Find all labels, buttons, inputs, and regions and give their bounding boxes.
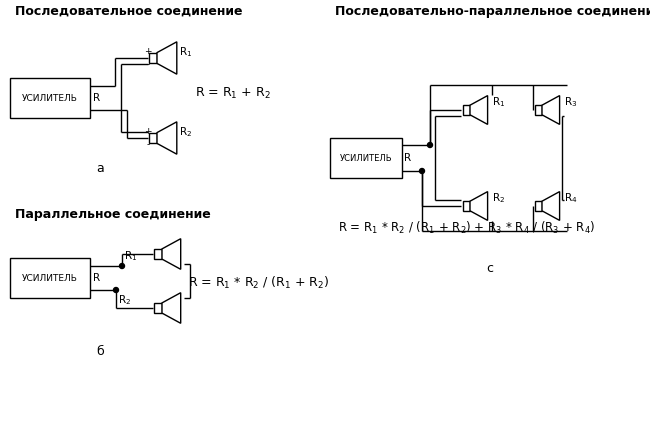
- Text: R$_4$: R$_4$: [564, 191, 577, 205]
- Text: УСИЛИТЕЛЬ: УСИЛИТЕЛЬ: [22, 274, 78, 283]
- Polygon shape: [162, 239, 181, 269]
- Text: +: +: [144, 47, 151, 55]
- Circle shape: [120, 264, 125, 269]
- Text: УСИЛИТЕЛЬ: УСИЛИТЕЛЬ: [340, 154, 393, 162]
- Text: R$_3$: R$_3$: [564, 95, 577, 109]
- Text: R$_1$: R$_1$: [492, 95, 505, 109]
- Text: а: а: [96, 162, 104, 175]
- Text: с: с: [486, 261, 493, 275]
- Text: R$_1$: R$_1$: [179, 45, 192, 59]
- Bar: [463, 105, 470, 115]
- Text: б: б: [96, 344, 104, 357]
- Bar: [149, 132, 157, 143]
- Circle shape: [419, 168, 424, 173]
- Bar: [154, 303, 162, 313]
- Polygon shape: [542, 96, 560, 124]
- Bar: [10, 78, 90, 118]
- Text: Последовательное соединение: Последовательное соединение: [15, 5, 242, 18]
- Circle shape: [114, 288, 118, 292]
- Text: R: R: [93, 93, 100, 103]
- Text: Последовательно-параллельное соединение: Последовательно-параллельное соединение: [335, 5, 650, 18]
- Text: R: R: [93, 273, 100, 283]
- Text: R = R$_1$ * R$_2$ / (R$_1$ + R$_2$): R = R$_1$ * R$_2$ / (R$_1$ + R$_2$): [188, 275, 330, 291]
- Text: R = R$_1$ + R$_2$: R = R$_1$ + R$_2$: [195, 85, 270, 101]
- Text: R$_2$: R$_2$: [492, 191, 505, 205]
- Bar: [154, 249, 162, 259]
- Circle shape: [428, 143, 432, 148]
- Bar: [463, 201, 470, 211]
- Text: -: -: [146, 140, 150, 149]
- Polygon shape: [162, 293, 181, 323]
- Polygon shape: [542, 192, 560, 220]
- Text: УСИЛИТЕЛЬ: УСИЛИТЕЛЬ: [22, 93, 78, 102]
- Text: -: -: [146, 60, 150, 69]
- Text: R: R: [404, 153, 411, 163]
- Text: Параллельное соединение: Параллельное соединение: [15, 208, 211, 221]
- Text: R = R$_1$ * R$_2$ / (R$_1$ + R$_2$) + R$_3$ * R$_4$ / (R$_3$ + R$_4$): R = R$_1$ * R$_2$ / (R$_1$ + R$_2$) + R$…: [338, 220, 595, 236]
- Text: R$_2$: R$_2$: [179, 125, 192, 139]
- Bar: [535, 201, 542, 211]
- Polygon shape: [157, 122, 177, 154]
- Bar: [330, 138, 402, 178]
- Text: R$_2$: R$_2$: [118, 293, 131, 307]
- Polygon shape: [157, 42, 177, 74]
- Polygon shape: [470, 96, 488, 124]
- Polygon shape: [470, 192, 488, 220]
- Bar: [149, 52, 157, 63]
- Text: R$_1$: R$_1$: [124, 249, 137, 263]
- Text: +: +: [144, 126, 151, 135]
- Bar: [535, 105, 542, 115]
- Bar: [10, 258, 90, 298]
